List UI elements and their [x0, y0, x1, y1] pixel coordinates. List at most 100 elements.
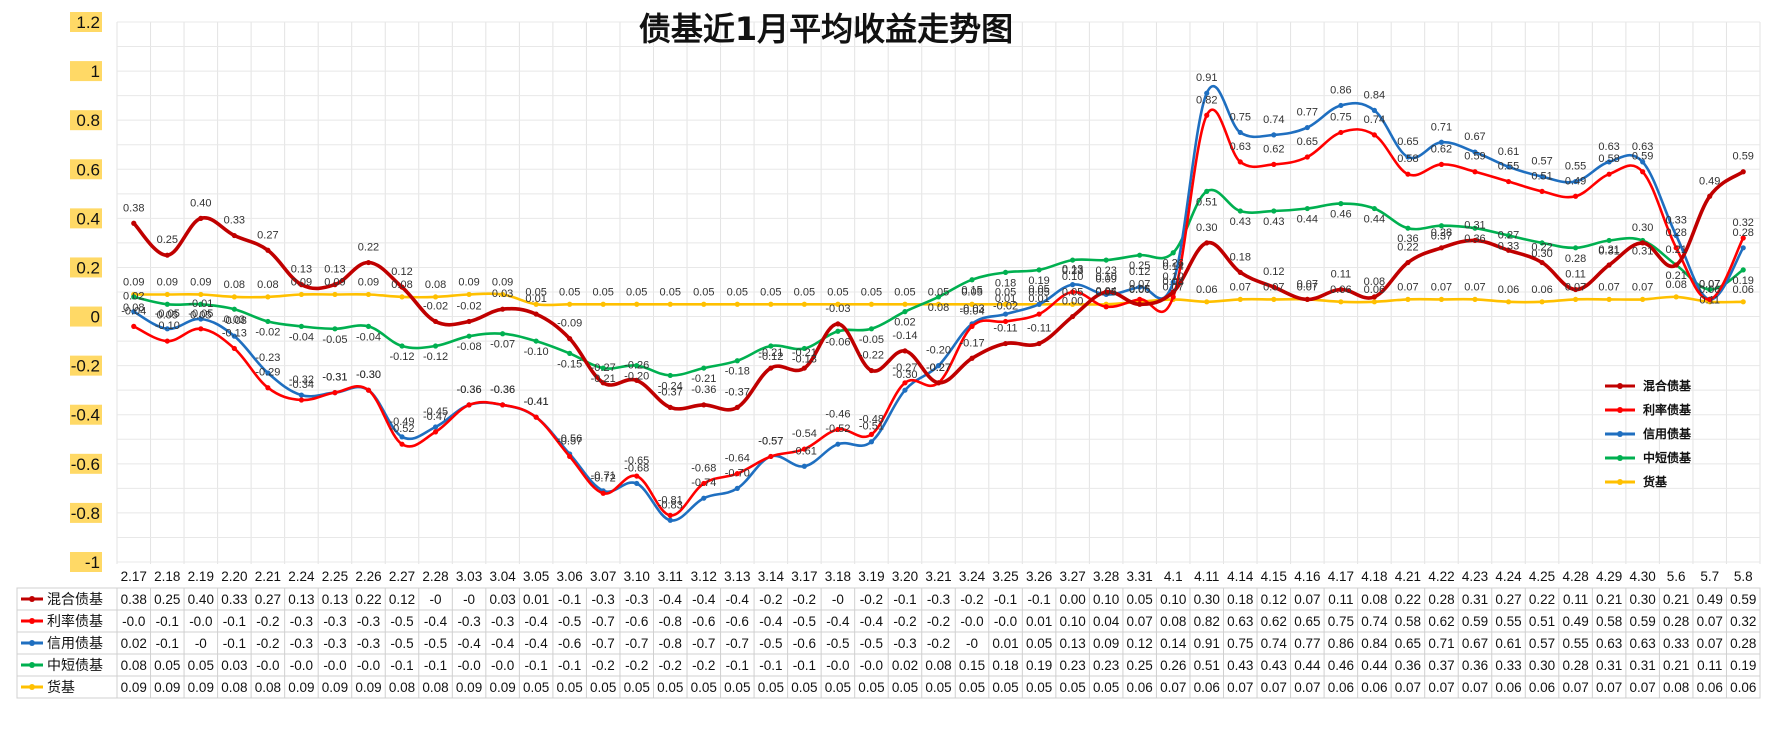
data-point — [835, 426, 841, 433]
data-point — [1002, 269, 1009, 275]
data-point — [1170, 250, 1176, 256]
data-label: -0.74 — [691, 477, 716, 489]
data-point — [868, 326, 875, 332]
data-point — [801, 463, 807, 469]
data-label: 0.25 — [157, 234, 178, 246]
data-label: 0.07 — [1263, 281, 1284, 293]
data-label: 0.06 — [1733, 284, 1754, 296]
data-point — [1036, 267, 1042, 273]
y-tick-label: 1 — [91, 62, 100, 81]
data-point — [466, 333, 472, 339]
legend-swatch-dot — [1617, 479, 1623, 485]
data-point — [1070, 289, 1076, 295]
data-point — [1606, 171, 1612, 177]
data-point — [1371, 107, 1377, 113]
data-label: 0.13 — [1062, 264, 1083, 276]
data-label: -0.36 — [490, 384, 515, 396]
data-label: -0.05 — [188, 308, 213, 320]
table-cell: 0.38 — [121, 592, 147, 607]
table-cell: -0.2 — [625, 658, 648, 673]
data-point — [902, 309, 908, 315]
x-tick-label: 2.17 — [121, 569, 147, 584]
table-cell: 0.75 — [1328, 614, 1354, 629]
data-label: -0.04 — [959, 305, 984, 317]
table-cell: 0.08 — [1160, 614, 1186, 629]
data-label: -0.20 — [926, 345, 951, 357]
data-point — [1036, 301, 1042, 307]
table-cell: 0.86 — [1328, 636, 1354, 651]
data-label: -0.61 — [792, 445, 817, 457]
data-label: -0.41 — [524, 396, 549, 408]
data-point — [969, 277, 975, 283]
table-cell: -0.3 — [592, 592, 615, 607]
data-label: -0.02 — [457, 300, 482, 312]
data-point — [567, 453, 573, 460]
data-label: -0.37 — [658, 386, 683, 398]
y-tick-label: 0.4 — [76, 209, 100, 228]
table-cell: -0.1 — [793, 658, 816, 673]
data-point — [868, 367, 875, 374]
data-point — [1740, 299, 1746, 305]
data-label: 0.61 — [1498, 146, 1519, 158]
data-point — [399, 294, 405, 300]
data-point — [1539, 174, 1545, 180]
data-label: -0.05 — [155, 308, 180, 320]
data-label: -0.83 — [658, 499, 683, 511]
table-cell: 0.74 — [1261, 636, 1288, 651]
data-point — [332, 291, 338, 298]
data-point — [1707, 286, 1713, 293]
data-label: -0.52 — [389, 423, 414, 435]
data-point — [1740, 169, 1746, 175]
table-cell: -0.5 — [390, 636, 413, 651]
table-row-key-dot — [29, 618, 35, 624]
legend-swatch-dot — [1617, 455, 1623, 461]
table-cell: 0.07 — [1562, 680, 1588, 695]
data-point — [265, 370, 271, 376]
data-label: 0.86 — [1330, 84, 1351, 96]
table-cell: -0.8 — [659, 636, 682, 651]
data-label: -0.04 — [289, 331, 314, 343]
table-cell: 0.00 — [1059, 592, 1085, 607]
data-point — [1304, 124, 1310, 131]
data-point — [432, 343, 439, 349]
data-label: 0.51 — [1531, 170, 1552, 182]
data-point — [1606, 296, 1612, 302]
table-cell: 0.26 — [1160, 658, 1186, 673]
table-cell: 0.23 — [1059, 658, 1085, 673]
table-cell: -0.6 — [558, 636, 581, 651]
table-cell: 0.49 — [1562, 614, 1588, 629]
table-cell: 0.30 — [1630, 592, 1656, 607]
table-row-name: 信用债基 — [47, 635, 103, 651]
chart-title: 债基近1月平均收益走势图 — [639, 10, 1013, 48]
data-label: -0.34 — [289, 379, 314, 391]
data-label: 0.05 — [626, 286, 647, 298]
data-point — [667, 372, 673, 379]
data-point — [265, 318, 271, 325]
table-cell: 0.15 — [959, 658, 985, 673]
x-tick-label: 5.6 — [1667, 569, 1686, 584]
table-cell: 0.10 — [1160, 592, 1186, 607]
table-cell: 0.30 — [1194, 592, 1220, 607]
x-tick-label: 3.21 — [925, 569, 951, 584]
table-cell: 0.05 — [1093, 680, 1119, 695]
data-label: -0.11 — [1027, 323, 1051, 335]
data-label: 0.55 — [1498, 161, 1519, 173]
data-label: 0.09 — [1095, 273, 1116, 285]
data-label: 0.07 — [1699, 278, 1720, 290]
data-point — [701, 495, 707, 501]
data-label: 0.10 — [1095, 271, 1116, 283]
table-cell: 0.55 — [1495, 614, 1521, 629]
data-label: 0.23 — [1062, 265, 1083, 277]
table-cell: 0.43 — [1227, 658, 1253, 673]
table-cell: 0.59 — [1462, 614, 1488, 629]
data-label: 0.44 — [1364, 214, 1385, 226]
data-label: -0.21 — [758, 347, 783, 359]
table-row-name: 混合债基 — [47, 591, 103, 607]
x-tick-label: 3.19 — [858, 569, 884, 584]
data-point — [935, 363, 942, 369]
data-label: 0.12 — [391, 266, 412, 278]
data-label: 0.03 — [492, 288, 513, 300]
x-tick-label: 3.12 — [691, 569, 717, 584]
data-label: -0.68 — [691, 462, 716, 474]
data-label: -0.57 — [758, 435, 783, 447]
